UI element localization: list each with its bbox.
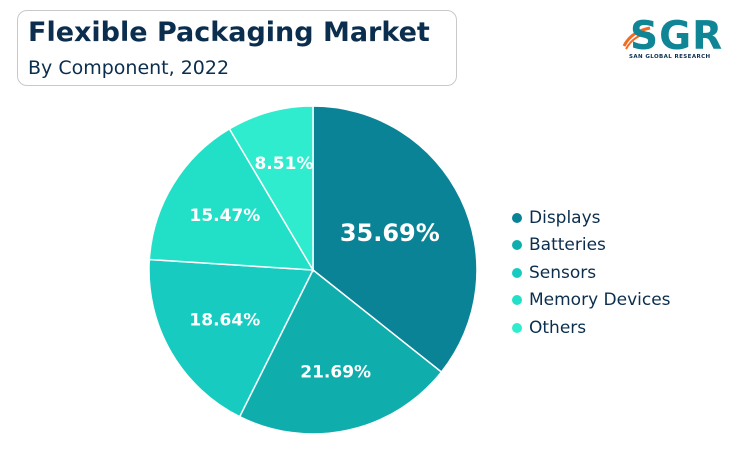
sgr-logo: SGR SAN GLOBAL RESEARCH <box>620 14 725 64</box>
legend-item-displays: Displays <box>512 204 671 232</box>
legend-label: Sensors <box>529 262 597 283</box>
chart-subtitle: By Component, 2022 <box>28 57 230 79</box>
legend-label: Others <box>529 317 587 338</box>
chart-title: Flexible Packaging Market <box>28 17 430 48</box>
legend-label: Memory Devices <box>529 290 671 311</box>
logo-swoosh-icon <box>622 26 651 50</box>
legend: Displays Batteries Sensors Memory Devices Ot… <box>512 204 671 342</box>
slice-label-memory-devices: 15.47% <box>190 206 261 226</box>
pie-slice-sensors <box>148 258 315 418</box>
pie-slice-memory-devices <box>148 127 315 271</box>
legend-label: Displays <box>529 207 601 228</box>
legend-label: Batteries <box>529 235 606 256</box>
legend-item-others: Others <box>512 314 671 342</box>
pie-slice-displays <box>312 105 478 374</box>
legend-item-sensors: Sensors <box>512 259 671 287</box>
logo-brand: SGR <box>630 14 724 59</box>
legend-swatch <box>512 295 522 306</box>
slice-label-displays: 35.69% <box>340 219 440 247</box>
slice-label-others: 8.51% <box>254 154 313 174</box>
pie-slice-others <box>228 105 314 273</box>
legend-swatch <box>512 322 522 333</box>
title-box: Flexible Packaging Market By Component, … <box>17 10 457 86</box>
legend-swatch <box>512 212 522 223</box>
legend-swatch <box>512 267 522 278</box>
pie-slice-batteries <box>238 268 443 435</box>
legend-item-batteries: Batteries <box>512 232 671 260</box>
legend-item-memory-devices: Memory Devices <box>512 287 671 315</box>
logo-tagline: SAN GLOBAL RESEARCH <box>629 54 711 60</box>
legend-swatch <box>512 240 522 251</box>
slice-label-batteries: 21.69% <box>300 362 371 382</box>
slice-label-sensors: 18.64% <box>189 311 260 331</box>
